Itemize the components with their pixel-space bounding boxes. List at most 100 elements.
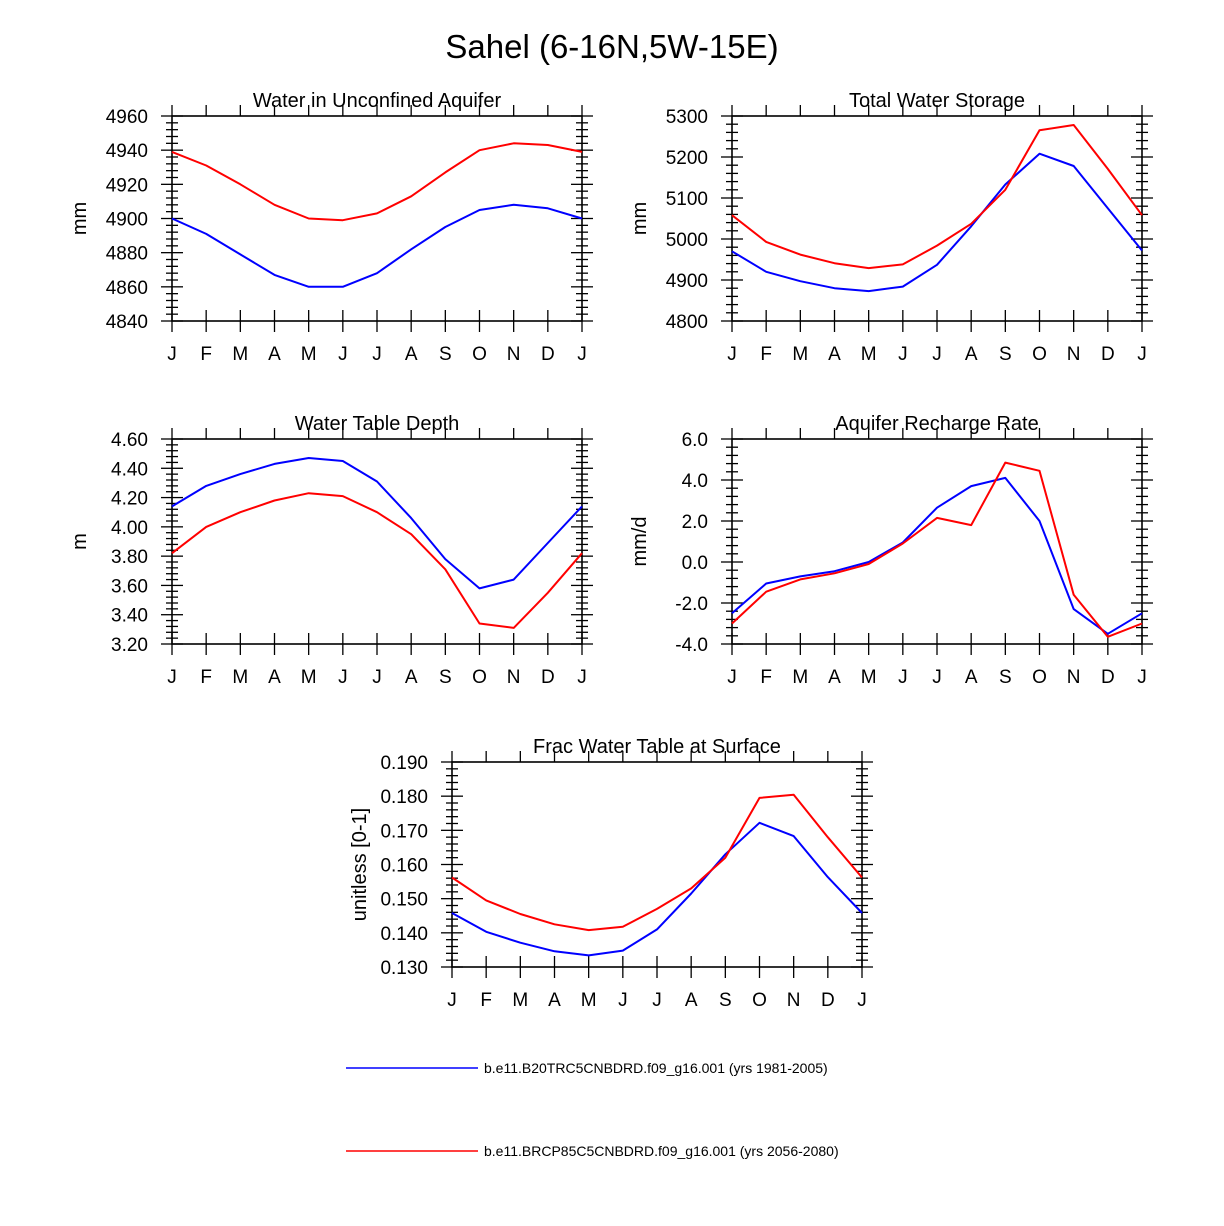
chart-panel: Frac Water Table at Surface unitless [0-1… — [349, 736, 873, 1011]
y-axis-label: mm — [629, 202, 651, 235]
x-tick-label: A — [268, 344, 281, 365]
y-tick-label: 0.160 — [380, 856, 428, 877]
y-axis-label: mm/d — [629, 517, 651, 567]
y-tick-label: 6.0 — [682, 430, 708, 451]
x-tick-label: S — [999, 344, 1012, 365]
x-tick-label: S — [439, 344, 452, 365]
legend-label: b.e11.B20TRC5CNBDRD.f09_g16.001 (yrs 198… — [484, 1060, 828, 1076]
x-tick-label: J — [652, 990, 662, 1011]
x-tick-label: J — [1137, 344, 1147, 365]
x-tick-label: A — [405, 667, 418, 688]
x-tick-label: O — [472, 667, 487, 688]
x-tick-label: N — [507, 667, 521, 688]
y-tick-label: 0.170 — [380, 821, 428, 842]
y-tick-label: 4900 — [666, 271, 708, 292]
plot-frame — [171, 115, 583, 322]
plot-frame — [451, 761, 863, 968]
x-tick-label: J — [1137, 667, 1147, 688]
x-tick-label: J — [447, 990, 457, 1011]
x-tick-label: A — [965, 667, 978, 688]
x-tick-label: J — [898, 667, 908, 688]
x-tick-label: O — [1032, 667, 1047, 688]
y-tick-label: 4840 — [106, 312, 148, 333]
x-tick-label: J — [577, 344, 587, 365]
x-tick-label: A — [268, 667, 281, 688]
y-tick-label: 2.0 — [682, 512, 708, 533]
y-tick-label: 4.60 — [111, 430, 148, 451]
x-tick-label: S — [719, 990, 732, 1011]
x-tick-label: S — [999, 667, 1012, 688]
x-tick-label: F — [200, 344, 212, 365]
y-axis-label: unitless [0-1] — [349, 808, 371, 921]
x-tick-label: J — [577, 667, 587, 688]
x-tick-label: O — [472, 344, 487, 365]
x-tick-label: J — [338, 667, 348, 688]
x-tick-label: M — [232, 667, 248, 688]
x-tick-label: A — [685, 990, 698, 1011]
y-tick-label: 5300 — [666, 107, 708, 128]
y-tick-label: 3.60 — [111, 576, 148, 597]
x-tick-label: J — [372, 344, 382, 365]
y-tick-label: 5100 — [666, 189, 708, 210]
y-tick-label: 4.20 — [111, 489, 148, 510]
plot-frame — [171, 438, 583, 645]
x-tick-label: N — [1067, 344, 1081, 365]
series-line — [171, 457, 583, 590]
y-axis-label: mm — [69, 202, 91, 235]
y-tick-label: 0.190 — [380, 753, 428, 774]
x-tick-label: M — [581, 990, 597, 1011]
series-line — [731, 124, 1143, 270]
y-tick-label: 3.80 — [111, 547, 148, 568]
y-tick-label: 0.140 — [380, 924, 428, 945]
x-tick-label: D — [1101, 667, 1115, 688]
chart-title: Total Water Storage — [849, 90, 1025, 112]
x-tick-label: F — [200, 667, 212, 688]
chart-title: Water Table Depth — [295, 413, 460, 435]
x-tick-label: D — [1101, 344, 1115, 365]
plot-frame — [731, 115, 1143, 322]
x-tick-label: S — [439, 667, 452, 688]
chart-title: Water in Unconfined Aquifer — [253, 90, 502, 112]
x-tick-label: J — [167, 344, 177, 365]
y-tick-label: 4.0 — [682, 471, 708, 492]
legend-label: b.e11.BRCP85C5CNBDRD.f09_g16.001 (yrs 20… — [484, 1143, 839, 1159]
x-tick-label: M — [792, 344, 808, 365]
x-tick-label: A — [828, 344, 841, 365]
x-tick-label: J — [727, 667, 737, 688]
series-line — [171, 203, 583, 288]
y-tick-label: 0.0 — [682, 553, 708, 574]
y-tick-label: 4960 — [106, 107, 148, 128]
chart-title: Aquifer Recharge Rate — [835, 413, 1038, 435]
x-tick-label: F — [760, 344, 772, 365]
y-tick-label: 3.40 — [111, 606, 148, 627]
x-tick-label: M — [861, 667, 877, 688]
x-tick-label: J — [167, 667, 177, 688]
x-tick-label: M — [861, 344, 877, 365]
y-tick-label: 4920 — [106, 175, 148, 196]
x-tick-label: D — [541, 344, 555, 365]
y-tick-label: -2.0 — [675, 594, 708, 615]
x-tick-label: J — [898, 344, 908, 365]
x-tick-label: J — [372, 667, 382, 688]
x-tick-label: M — [512, 990, 528, 1011]
series-line — [731, 476, 1143, 635]
x-tick-label: M — [232, 344, 248, 365]
series-line — [451, 793, 863, 932]
x-tick-label: J — [338, 344, 348, 365]
y-tick-label: -4.0 — [675, 635, 708, 656]
x-tick-label: J — [932, 344, 942, 365]
y-tick-label: 4900 — [106, 210, 148, 231]
x-tick-label: A — [548, 990, 561, 1011]
x-tick-label: M — [301, 344, 317, 365]
x-tick-label: A — [828, 667, 841, 688]
x-tick-label: J — [857, 990, 867, 1011]
y-tick-label: 4860 — [106, 278, 148, 299]
x-tick-label: M — [792, 667, 808, 688]
x-tick-label: F — [760, 667, 772, 688]
y-axis-label: m — [69, 533, 91, 550]
